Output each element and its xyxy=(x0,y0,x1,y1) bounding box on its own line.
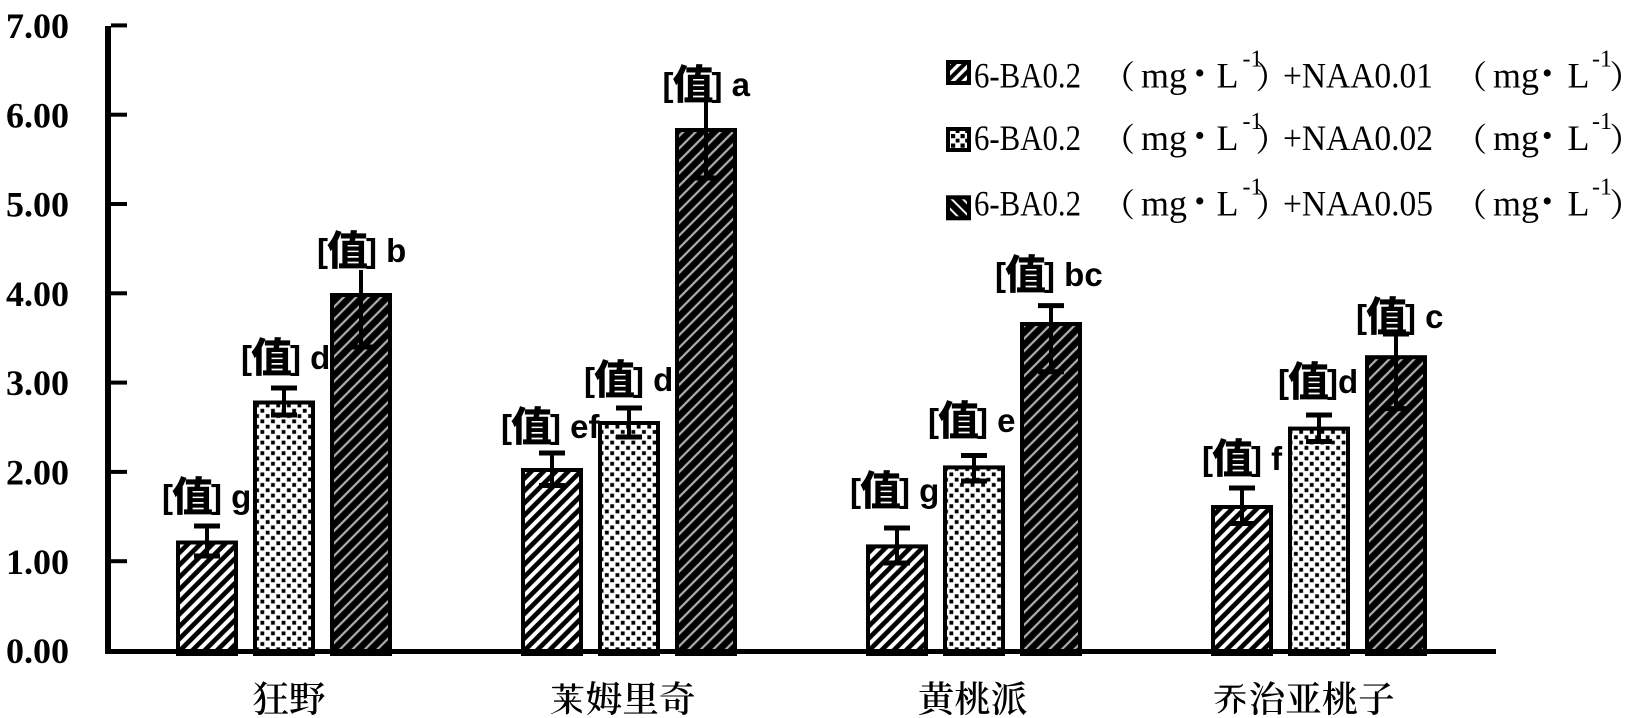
svg-text:-1: -1 xyxy=(1243,175,1263,201)
svg-text:-1: -1 xyxy=(1592,109,1612,135)
svg-text:mg: mg xyxy=(1493,118,1539,158)
svg-text:L: L xyxy=(1217,184,1239,224)
svg-text:[: [ xyxy=(241,339,252,376)
svg-text:] d: ] d xyxy=(290,339,330,376)
svg-text:] g: ] g xyxy=(899,472,939,509)
svg-text:3.00: 3.00 xyxy=(6,363,69,403)
svg-text:+NAA0.02: +NAA0.02 xyxy=(1283,118,1433,158)
svg-text:+NAA0.05: +NAA0.05 xyxy=(1283,184,1433,224)
svg-text:[: [ xyxy=(1356,298,1367,335)
svg-text:[: [ xyxy=(1278,363,1289,400)
svg-text:[: [ xyxy=(1202,440,1213,477)
svg-text:[: [ xyxy=(995,256,1006,293)
svg-text:mg: mg xyxy=(1493,184,1539,224)
svg-text:] c: ] c xyxy=(1405,298,1444,335)
svg-text:[: [ xyxy=(663,66,674,103)
svg-text:L: L xyxy=(1217,118,1239,158)
svg-text:0.00: 0.00 xyxy=(6,631,69,671)
svg-text:mg: mg xyxy=(1141,184,1187,224)
svg-text:[: [ xyxy=(317,232,328,269)
svg-text:] b: ] b xyxy=(366,232,406,269)
svg-text:7.00: 7.00 xyxy=(6,6,69,46)
svg-text:] e: ] e xyxy=(977,402,1016,439)
svg-text:[: [ xyxy=(928,402,939,439)
svg-text:[: [ xyxy=(162,478,173,515)
svg-text:]d: ]d xyxy=(1327,363,1358,400)
svg-text:L: L xyxy=(1568,56,1590,96)
svg-text:-1: -1 xyxy=(1592,175,1612,201)
svg-text:mg: mg xyxy=(1141,56,1187,96)
svg-text:2.00: 2.00 xyxy=(6,453,69,493)
svg-text:6.00: 6.00 xyxy=(6,95,69,135)
svg-text:] d: ] d xyxy=(633,361,673,398)
svg-text:5.00: 5.00 xyxy=(6,185,69,225)
svg-text:6-BA0.2: 6-BA0.2 xyxy=(974,118,1081,158)
svg-text:L: L xyxy=(1568,184,1590,224)
svg-text:•: • xyxy=(1195,57,1206,90)
svg-text:•: • xyxy=(1542,120,1553,153)
svg-text:L: L xyxy=(1568,118,1590,158)
svg-text:6-BA0.2: 6-BA0.2 xyxy=(974,184,1081,224)
svg-text:] ef: ] ef xyxy=(550,408,601,445)
svg-text:] g: ] g xyxy=(211,478,251,515)
svg-text:4.00: 4.00 xyxy=(6,274,69,314)
svg-text:mg: mg xyxy=(1493,56,1539,96)
svg-text:] bc: ] bc xyxy=(1044,256,1103,293)
svg-text:[: [ xyxy=(850,472,861,509)
svg-text:•: • xyxy=(1542,57,1553,90)
svg-text:•: • xyxy=(1542,185,1553,218)
svg-text:•: • xyxy=(1195,185,1206,218)
svg-text:mg: mg xyxy=(1141,118,1187,158)
svg-text:•: • xyxy=(1195,120,1206,153)
svg-text:-1: -1 xyxy=(1243,109,1263,135)
svg-text:L: L xyxy=(1217,56,1239,96)
svg-text:-1: -1 xyxy=(1592,47,1612,73)
svg-text:6-BA0.2: 6-BA0.2 xyxy=(974,56,1081,96)
svg-text:-1: -1 xyxy=(1243,47,1263,73)
svg-text:1.00: 1.00 xyxy=(6,542,69,582)
svg-text:[: [ xyxy=(584,361,595,398)
svg-text:] a: ] a xyxy=(712,66,751,103)
svg-text:] f: ] f xyxy=(1251,440,1283,477)
svg-text:+NAA0.01: +NAA0.01 xyxy=(1283,56,1433,96)
svg-text:[: [ xyxy=(501,408,512,445)
